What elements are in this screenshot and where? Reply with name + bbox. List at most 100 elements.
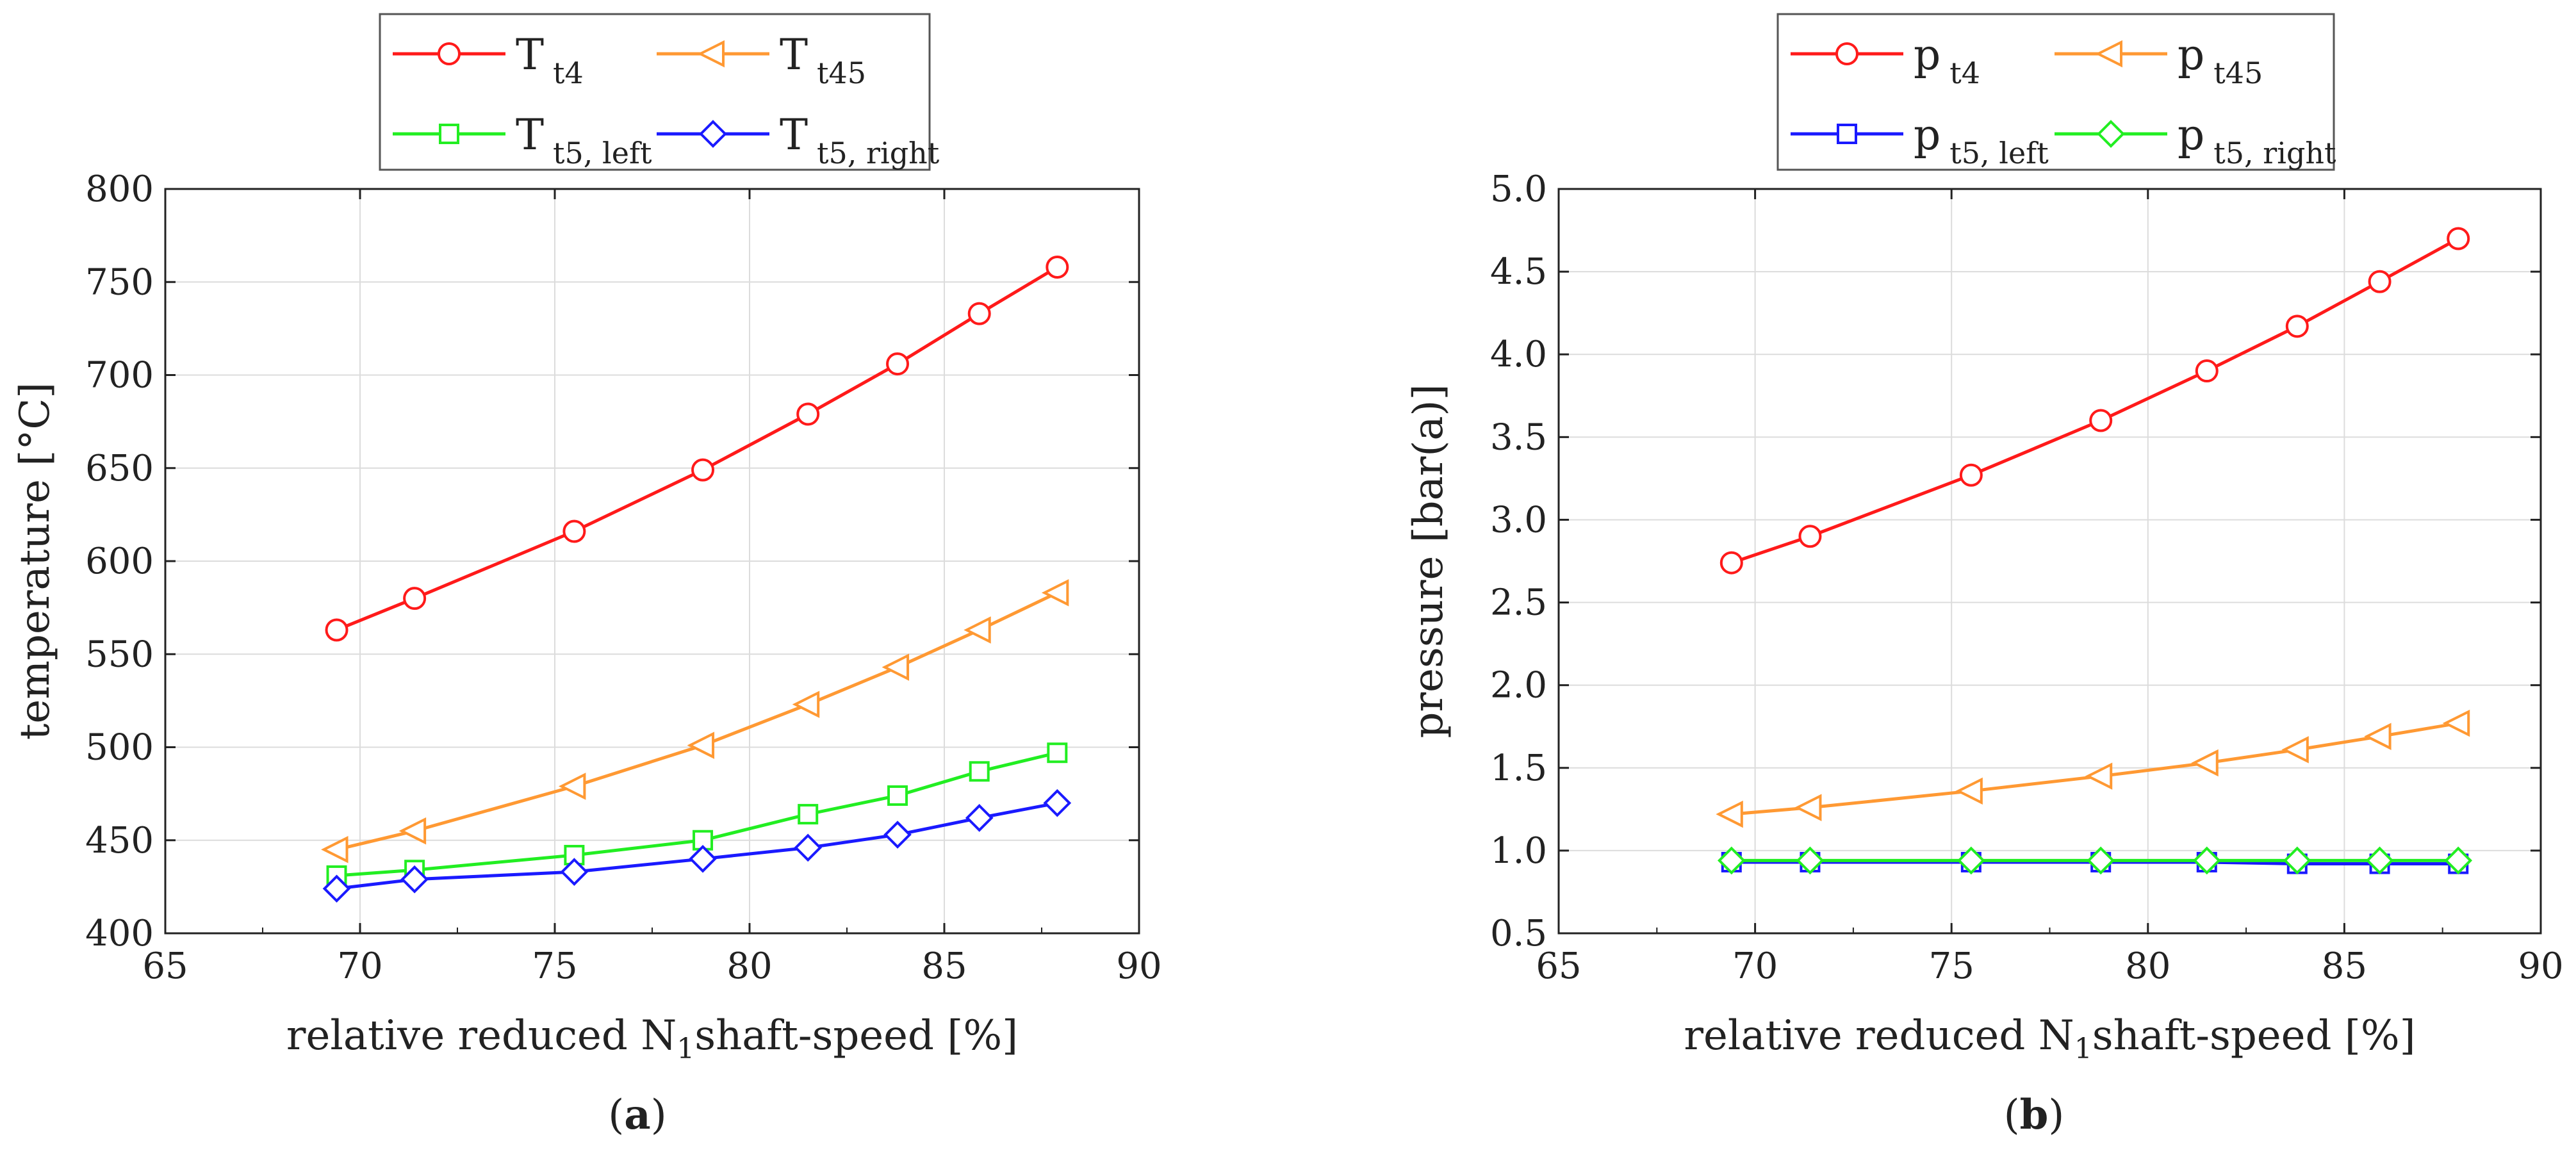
legend-label-symbol: p [1914, 30, 1940, 79]
data-point [798, 804, 819, 825]
data-point [2191, 749, 2219, 777]
y-tick-label: 1.0 [1490, 830, 1547, 872]
data-point [1047, 742, 1068, 764]
data-point [882, 653, 910, 681]
y-tick-label: 750 [85, 261, 154, 303]
legend-frame [379, 13, 931, 171]
y-tick-label: 1.5 [1490, 748, 1547, 789]
series-line [336, 265, 1058, 632]
data-point [2192, 846, 2221, 875]
y-axis-label: temperature [°C] [12, 382, 59, 740]
data-point [1716, 800, 1743, 828]
data-point [1043, 789, 1072, 817]
data-point [1717, 846, 1746, 875]
legend-label: p t5, left [1914, 110, 2049, 170]
legend-label: p t5, right [2178, 110, 2336, 170]
x-axis-label-subscript: 1 [2074, 1033, 2092, 1065]
data-point [325, 618, 349, 642]
data-point [560, 858, 589, 886]
data-point [321, 836, 349, 863]
legend-label-symbol: p [2178, 110, 2204, 159]
y-tick-label: 2.0 [1490, 665, 1547, 707]
x-tick-label: 65 [1536, 945, 1581, 987]
data-point [562, 519, 586, 543]
data-point [2444, 846, 2473, 875]
y-tick-label: 4.0 [1490, 334, 1547, 375]
series-T-t4 [325, 256, 1069, 642]
chart-temperature: 65 70 75 80 85 90 400 450 500 550 600 650 700 750 800 r… [12, 13, 1162, 1139]
data-point [558, 773, 586, 800]
data-point [969, 761, 990, 782]
legend-label: p t45 [2178, 30, 2263, 90]
y-tick-label: 600 [85, 541, 154, 582]
legend-frame [1776, 13, 2335, 171]
data-point [1798, 525, 1822, 548]
legend-label-subscript: t5, right [817, 136, 940, 170]
y-tick-label: 450 [85, 820, 154, 862]
data-point [2285, 315, 2309, 338]
series-line [336, 751, 1058, 878]
y-tick-label: 0.5 [1490, 913, 1547, 954]
data-point [1046, 256, 1069, 279]
x-tick-label: 90 [1116, 945, 1161, 987]
data-point [2442, 709, 2470, 737]
legend-label-subscript: t45 [817, 56, 866, 90]
data-point [883, 821, 912, 849]
legend: p t4 p t45 p t5, left p t5, right [1776, 13, 2336, 171]
chart-pressure: 65 70 75 80 85 90 0.5 1.0 1.5 2.0 2.5 3.0 3.5 4.0 4.5 5… [1405, 13, 2564, 1139]
data-point [1796, 846, 1825, 875]
legend-label-symbol: T [516, 110, 544, 159]
x-tick-label: 75 [532, 945, 577, 987]
data-point [2087, 846, 2115, 875]
series-T-t5-left [326, 742, 1068, 886]
data-point [965, 804, 994, 832]
y-tick-label: 2.5 [1490, 582, 1547, 624]
legend-swatch-marker [697, 40, 725, 68]
legend-swatch-marker [2095, 40, 2122, 68]
data-point [2195, 359, 2219, 383]
series-p-t4 [1719, 227, 2470, 575]
x-tick-label: 70 [1732, 945, 1778, 987]
legend-label-symbol: p [1914, 110, 1940, 159]
data-point [1957, 846, 1985, 875]
legend-entry: p t4 [1791, 30, 1980, 90]
data-point [967, 302, 991, 325]
data-point [2364, 723, 2391, 750]
data-point [691, 458, 715, 482]
x-axis-label-subscript: 1 [677, 1033, 694, 1065]
data-point [400, 865, 429, 894]
data-point [2368, 270, 2391, 293]
y-tick-label: 800 [85, 168, 154, 210]
y-tick-label: 700 [85, 355, 154, 397]
legend-label: p t4 [1914, 30, 1980, 90]
data-point [796, 402, 820, 426]
data-point [2089, 409, 2113, 432]
y-tick-label: 400 [85, 913, 154, 954]
series-line [1731, 237, 2459, 564]
data-point [403, 587, 427, 610]
legend-label-subscript: t5, right [2213, 136, 2336, 170]
legend-label-subscript: t45 [2213, 56, 2263, 90]
series-line [1731, 721, 2459, 816]
data-point [2281, 736, 2309, 764]
y-axis-label: pressure [bar(a)] [1405, 384, 1452, 739]
data-point [1719, 551, 1743, 575]
series-p-t45 [1716, 709, 2470, 828]
legend-label-subscript: t4 [553, 56, 584, 90]
legend-entry: p t5, right [2055, 110, 2336, 170]
legend-entry: p t45 [2055, 30, 2263, 90]
legend-label-symbol: p [2178, 30, 2204, 79]
x-tick-label: 85 [921, 945, 967, 987]
data-point [689, 844, 717, 873]
legend-label-subscript: t5, left [1949, 136, 2049, 170]
y-tick-label: 3.5 [1490, 416, 1547, 458]
panel-caption-letter: a [624, 1091, 650, 1139]
